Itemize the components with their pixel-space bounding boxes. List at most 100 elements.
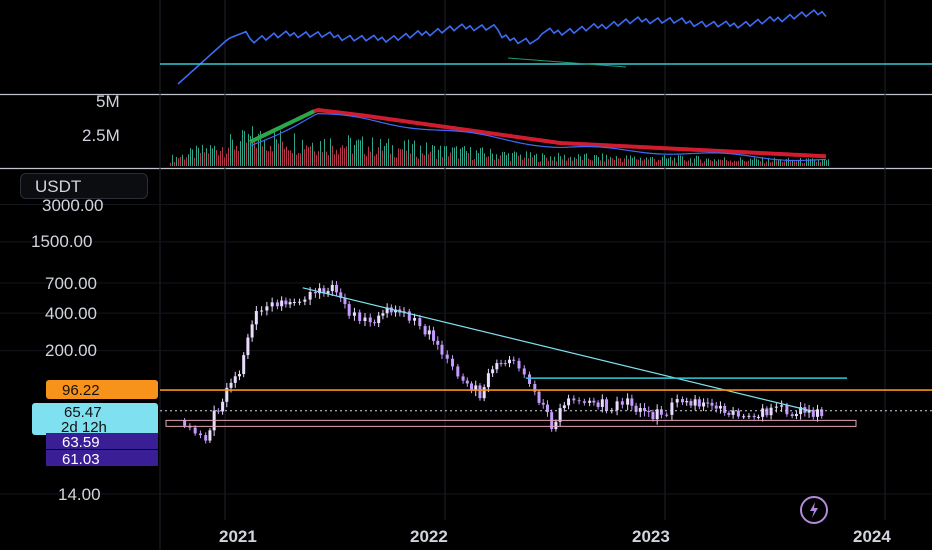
candle-body: [517, 360, 521, 369]
candle-body: [647, 410, 651, 413]
volume-bar: [586, 153, 587, 166]
volume-bar: [456, 146, 457, 166]
volume-bar: [522, 159, 523, 166]
volume-bar: [748, 160, 749, 166]
badge-purple-b-bg: [46, 450, 158, 466]
volume-bar: [500, 155, 501, 166]
volume-bar: [800, 157, 801, 166]
volume-bar: [304, 149, 305, 166]
candle-body: [577, 400, 581, 402]
volume-bar: [560, 156, 561, 166]
volume-bar: [258, 133, 259, 166]
volume-bar: [290, 150, 291, 166]
volume-bar: [212, 148, 213, 166]
candle-body: [413, 318, 417, 321]
volume-bar: [688, 160, 689, 166]
volume-bar: [390, 153, 391, 166]
volume-bar: [662, 156, 663, 166]
candle-body: [233, 376, 237, 383]
candle-body: [794, 413, 798, 417]
volume-bar: [248, 133, 249, 166]
candle-body: [250, 324, 254, 338]
lightning-icon: [810, 502, 818, 518]
candle-body: [216, 410, 220, 412]
candle-body: [470, 383, 474, 391]
candle-body: [765, 408, 769, 416]
currency-label: USDT: [35, 177, 82, 196]
volume-bar: [774, 157, 775, 166]
volume-bar: [502, 152, 503, 166]
volume-bar: [808, 158, 809, 166]
volume-bar: [724, 157, 725, 166]
volume-bar: [796, 161, 797, 166]
volume-bar: [600, 160, 601, 166]
candle-body: [747, 415, 751, 417]
volume-bar: [648, 159, 649, 166]
volume-bar: [618, 158, 619, 166]
volume-bar: [498, 158, 499, 166]
volume-pane: [170, 107, 829, 166]
volume-bar: [752, 159, 753, 166]
candle-body: [270, 302, 274, 307]
volume-bar: [614, 159, 615, 166]
bolt-button[interactable]: [800, 496, 828, 524]
volume-bar: [784, 161, 785, 166]
volume-bar: [438, 149, 439, 166]
volume-bar: [214, 145, 215, 166]
volume-bar: [184, 159, 185, 166]
volume-bar: [562, 159, 563, 166]
volume-bar: [458, 158, 459, 166]
candle-body: [545, 404, 549, 413]
volume-bar: [250, 136, 251, 166]
volume-bar: [210, 145, 211, 166]
candle-body: [432, 330, 436, 341]
volume-bar: [170, 162, 171, 166]
candle-body: [693, 399, 697, 406]
volume-bar: [590, 159, 591, 166]
volume-bar: [654, 158, 655, 166]
volume-bar: [652, 156, 653, 166]
candle-body: [630, 398, 634, 406]
volume-bar: [816, 161, 817, 166]
candle-body: [363, 317, 367, 322]
volume-bar: [766, 161, 767, 166]
volume-bar: [610, 156, 611, 166]
volume-bar: [514, 151, 515, 166]
volume-bar: [490, 148, 491, 166]
volume-bar: [324, 138, 325, 166]
volume-bar: [368, 146, 369, 166]
candle-body: [254, 311, 258, 325]
volume-bar: [484, 153, 485, 166]
volume-bar: [508, 153, 509, 166]
volume-bar: [798, 159, 799, 166]
volume-bar: [564, 154, 565, 166]
candle-body: [322, 288, 326, 294]
currency-selector[interactable]: USDT: [20, 173, 148, 199]
volume-bar: [732, 162, 733, 166]
indicator-pane: [160, 9, 932, 85]
volume-bar: [640, 157, 641, 166]
volume-bar: [424, 155, 425, 166]
candle-body: [790, 414, 794, 417]
volume-bar: [272, 151, 273, 166]
candle-body: [288, 302, 292, 305]
volume-bar: [244, 131, 245, 166]
volume-bar: [712, 161, 713, 166]
candle-body: [372, 322, 376, 324]
volume-bar: [730, 160, 731, 166]
volume-bar: [348, 135, 349, 166]
volume-bar: [268, 151, 269, 166]
volume-bar: [400, 149, 401, 166]
volume-bar: [434, 145, 435, 166]
candle-body: [503, 363, 507, 365]
volume-bar: [226, 153, 227, 166]
volume-bar: [556, 161, 557, 166]
volume-bar: [542, 153, 543, 166]
candle-body: [731, 410, 735, 415]
candle-body: [780, 405, 784, 407]
volume-bar: [650, 157, 651, 166]
volume-bar: [332, 145, 333, 166]
volume-bar: [256, 147, 257, 166]
volume-bar: [216, 150, 217, 166]
